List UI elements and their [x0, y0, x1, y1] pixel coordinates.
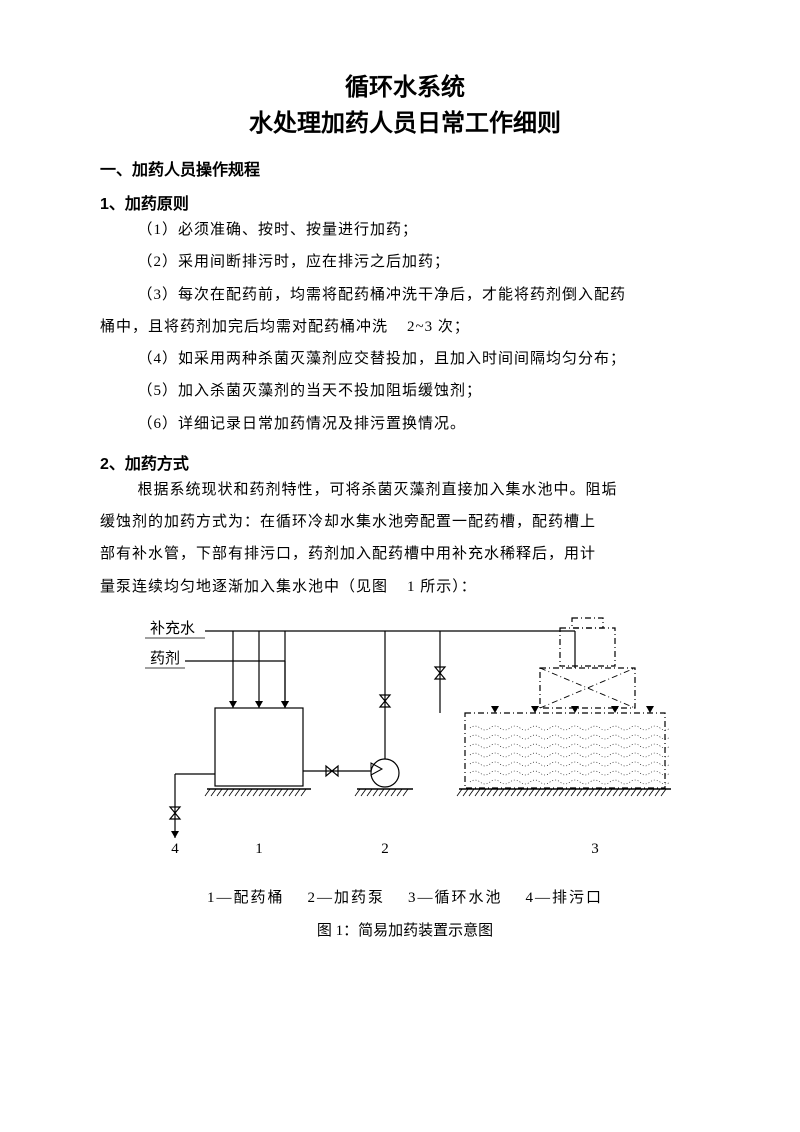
- title-line-1: 循环水系统: [100, 70, 710, 106]
- diagram-container: 补充水药剂 4 1 2 3: [100, 613, 710, 878]
- diagram-legend: 1—配药桶 2—加药泵 3—循环水池 4—排污口: [100, 886, 710, 907]
- paragraph-3b: 桶中，且将药剂加完后均需对配药桶冲洗 2~3 次；: [100, 311, 710, 343]
- svg-text:3: 3: [591, 841, 599, 857]
- svg-text:1: 1: [255, 841, 263, 857]
- svg-text:4: 4: [171, 841, 179, 857]
- paragraph-10: 量泵连续均匀地逐渐加入集水池中（见图 1 所示）：: [100, 571, 710, 603]
- paragraph-8: 缓蚀剂的加药方式为：在循环冷却水集水池旁配置一配药槽，配药槽上: [100, 506, 710, 538]
- section-heading-1: 一、加药人员操作规程: [100, 156, 710, 180]
- paragraph-9: 部有补水管，下部有排污口，药剂加入配药槽中用补充水稀释后，用计: [100, 538, 710, 570]
- svg-text:药剂: 药剂: [150, 650, 180, 667]
- paragraph-2: （2）采用间断排污时，应在排污之后加药；: [100, 246, 710, 278]
- title-line-2: 水处理加药人员日常工作细则: [100, 106, 710, 142]
- paragraph-6: （6）详细记录日常加药情况及排污置换情况。: [100, 408, 710, 440]
- paragraph-4: （4）如采用两种杀菌灭藻剂应交替投加，且加入时间间隔均匀分布；: [100, 343, 710, 375]
- subheading-1: 1、加药原则: [100, 190, 710, 214]
- svg-text:补充水: 补充水: [150, 620, 195, 637]
- document-page: 循环水系统 水处理加药人员日常工作细则 一、加药人员操作规程 1、加药原则 （1…: [0, 0, 800, 1132]
- svg-text:2: 2: [381, 841, 389, 857]
- paragraph-1: （1）必须准确、按时、按量进行加药；: [100, 214, 710, 246]
- diagram-caption: 图 1：简易加药装置示意图: [100, 919, 710, 940]
- paragraph-7: 根据系统现状和药剂特性，可将杀菌灭藻剂直接加入集水池中。阻垢: [100, 474, 710, 506]
- dosing-diagram: 补充水药剂 4 1 2 3: [120, 613, 690, 873]
- paragraph-3: （3）每次在配药前，均需将配药桶冲洗干净后，才能将药剂倒入配药: [100, 279, 710, 311]
- subheading-2: 2、加药方式: [100, 450, 710, 474]
- paragraph-5: （5）加入杀菌灭藻剂的当天不投加阻垢缓蚀剂；: [100, 375, 710, 407]
